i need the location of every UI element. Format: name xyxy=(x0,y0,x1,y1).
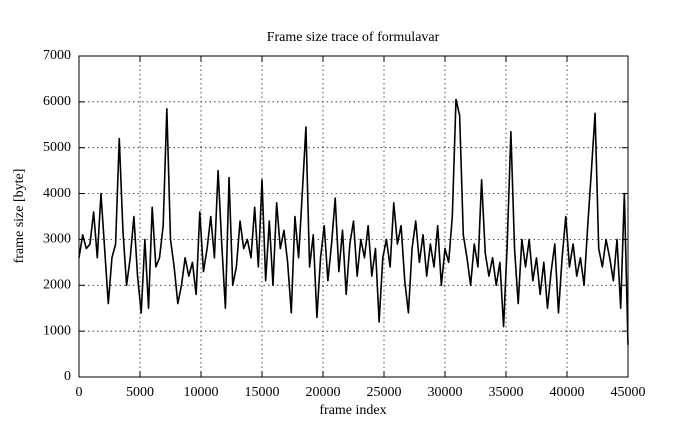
x-tick-label: 10000 xyxy=(184,385,219,400)
x-axis-label: frame index xyxy=(319,403,386,418)
x-tick-label: 35000 xyxy=(489,385,524,400)
data-line xyxy=(78,98,629,345)
chart-title: Frame size trace of formulavar xyxy=(267,30,440,45)
x-tick-label: 30000 xyxy=(428,385,463,400)
x-tick-label: 40000 xyxy=(550,385,585,400)
y-tick-label: 2000 xyxy=(43,278,71,293)
x-tick-label: 15000 xyxy=(245,385,280,400)
y-tick-label: 3000 xyxy=(43,232,71,247)
plot-frame xyxy=(78,55,629,378)
x-tick-label: 45000 xyxy=(611,385,646,400)
y-tick-label: 7000 xyxy=(43,48,71,63)
x-tick-label: 25000 xyxy=(367,385,402,400)
y-tick-label: 6000 xyxy=(43,94,71,109)
y-tick-label: 0 xyxy=(64,369,71,384)
x-tick-label: 20000 xyxy=(306,385,341,400)
y-tick-label: 4000 xyxy=(43,186,71,201)
x-tick-label: 0 xyxy=(76,385,83,400)
x-tick-label: 5000 xyxy=(126,385,154,400)
y-axis-label: frame size [byte] xyxy=(12,169,27,264)
y-tick-label: 5000 xyxy=(43,140,71,155)
y-tick-label: 1000 xyxy=(43,323,71,338)
